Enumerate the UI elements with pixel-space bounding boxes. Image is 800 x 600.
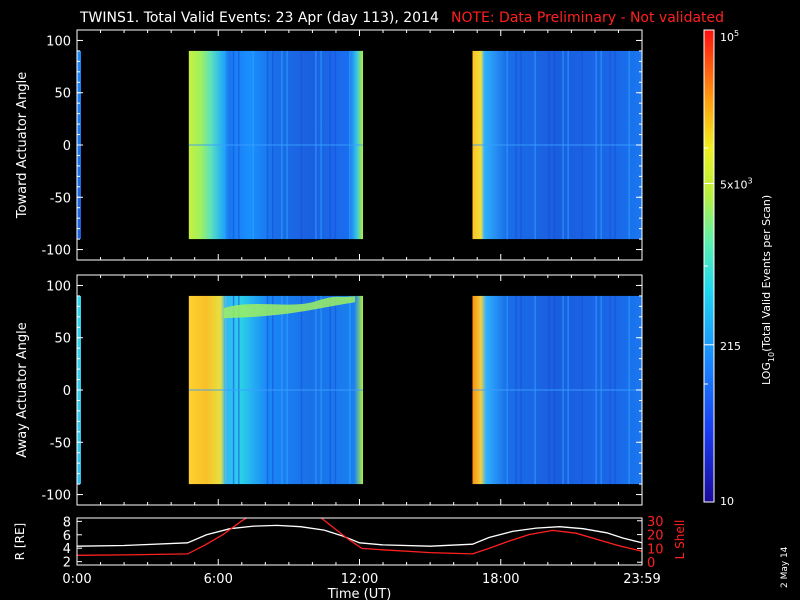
x-tick-label: 6:00 (204, 572, 233, 587)
toward-axis-label: Toward Actuator Angle (15, 72, 30, 219)
colorbar-label-log: LOG (760, 362, 773, 385)
colorbar-label-sub: 10 (767, 352, 776, 362)
toward-angle-panel: 100 50 0 -50 -100 Toward Actuator Angle (15, 29, 643, 261)
y-tick-label: 100 (46, 279, 71, 294)
y-tick-label: -100 (41, 489, 71, 504)
colorbar-tick-label: 5x103 (720, 177, 753, 192)
l-shell-line (77, 518, 642, 556)
r-distance-line (77, 524, 642, 547)
lshell-axis-label: L Shell (673, 520, 687, 560)
x-tick-label: 23:59 (623, 572, 660, 587)
x-tick-label: 18:00 (482, 572, 519, 587)
plot-title: TWINS1. Total Valid Events: 23 Apr (day … (79, 10, 439, 26)
x-tick-label: 12:00 (341, 572, 378, 587)
r-axis-label: R [RE] (13, 523, 27, 560)
lshell-tick-label: 10 (647, 542, 664, 557)
y-tick-label: -50 (50, 436, 71, 451)
r-tick-label: 2 (63, 556, 71, 571)
lshell-tick-label: 0 (647, 556, 655, 571)
y-tick-label: -100 (41, 244, 71, 259)
y-tick-label: 0 (63, 384, 71, 399)
y-tick-label: -50 (50, 191, 71, 206)
colorbar-label-rest: (Total Valid Events per Scan) (760, 195, 773, 352)
y-tick-label: 100 (46, 34, 71, 49)
colorbar-tick-label: 105 (720, 29, 739, 44)
r-tick-label: 4 (63, 542, 71, 557)
x-tick-label: 0:00 (62, 572, 91, 587)
colorbar-ticks: 105 5x103 215 10 (704, 29, 753, 508)
r-tick-label: 8 (63, 515, 71, 530)
lshell-tick-label: 20 (647, 529, 664, 544)
preliminary-note: NOTE: Data Preliminary - Not validated (451, 10, 724, 26)
y-tick-label: 0 (63, 139, 71, 154)
r-tick-label: 6 (63, 529, 71, 544)
colorbar-tick-label: 10 (720, 495, 734, 508)
colorbar-tick-label: 215 (720, 340, 741, 353)
away-enhancement-band (223, 296, 356, 319)
y-tick-label: 50 (54, 87, 71, 102)
away-axis-label: Away Actuator Angle (15, 322, 30, 457)
colorbar-label: LOG10(Total Valid Events per Scan) (760, 195, 776, 385)
orbit-frame (76, 517, 643, 566)
y-tick-label: 50 (54, 332, 71, 347)
away-angle-panel: 100 50 0 -50 -100 Away Actuator Angle (15, 274, 643, 506)
lshell-tick-label: 30 (647, 515, 664, 530)
x-axis-label: Time (UT) (327, 587, 392, 600)
generation-date: 2 May 14 (780, 546, 790, 588)
